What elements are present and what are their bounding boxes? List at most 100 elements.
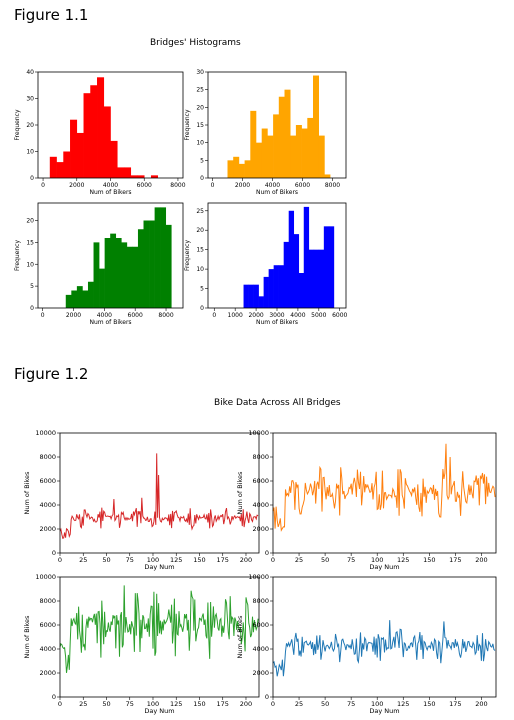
y-tick-label: 0: [200, 305, 204, 312]
y-tick-label: 6000: [39, 477, 56, 485]
x-tick-label: 2000: [66, 312, 81, 319]
y-tick-label: 5: [200, 286, 204, 293]
y-tick-label: 20: [196, 227, 204, 234]
x-tick-label: 200: [475, 556, 487, 564]
x-tick-label: 0: [271, 556, 275, 564]
histogram-bar: [248, 284, 254, 308]
chart-2: 0 2000 4000 6000 8000 0 5 10 15 20 25 30 Num of Bike…: [184, 69, 347, 196]
x-tick-label: 75: [126, 556, 134, 564]
histogram-bar: [137, 229, 144, 308]
y-tick-label: 20: [26, 122, 34, 129]
histogram-bar: [130, 175, 138, 178]
y-tick-label: 15: [196, 122, 204, 129]
chart-4: 0 1000 2000 3000 4000 5000 6000 0 5 10 15 20 25 Num o…: [184, 202, 348, 326]
axes-frame: [59, 576, 260, 698]
y-tick-label: 8000: [252, 453, 269, 461]
y-tick-label: 2000: [252, 525, 269, 533]
histogram-bar: [238, 163, 245, 178]
series-line: [272, 443, 496, 532]
histogram-bar: [318, 135, 325, 178]
histogram-bar: [110, 140, 118, 178]
chart-1: 0 2000 4000 6000 8000 0 10 20 30 40 Num of Bikers F…: [14, 69, 186, 196]
histogram-bar: [233, 156, 240, 178]
axes-frame: [37, 202, 184, 309]
histogram-bar: [149, 220, 155, 308]
y-tick-label: 2000: [39, 525, 56, 533]
histogram-bar: [126, 246, 133, 308]
x-tick-label: 0: [211, 182, 215, 189]
x-tick-label: 6000: [332, 312, 347, 319]
histogram-bar: [307, 117, 314, 178]
x-tick-label: 150: [193, 556, 205, 564]
histogram-bar: [121, 242, 128, 308]
y-tick-label: 0: [30, 305, 34, 312]
y-axis-label: Num of Bikes: [236, 615, 244, 659]
x-tick-label: 3000: [269, 312, 284, 319]
y-tick-label: 20: [196, 104, 204, 111]
y-tick-label: 0: [30, 175, 34, 182]
y-tick-label: 4000: [39, 645, 56, 653]
histogram-bar: [278, 265, 284, 308]
x-tick-label: 175: [217, 700, 229, 708]
x-tick-label: 0: [41, 182, 45, 189]
histogram-bar: [110, 233, 117, 308]
histogram-bar: [165, 224, 172, 308]
histogram-bar: [278, 96, 285, 178]
x-axis-label: Num of Bikers: [89, 189, 131, 196]
y-tick-label: 30: [196, 69, 204, 76]
histogram-bar: [56, 162, 64, 178]
y-axis-label: Frequency: [14, 109, 21, 140]
x-tick-label: 175: [449, 556, 461, 564]
y-tick-label: 10000: [35, 429, 56, 437]
x-tick-label: 125: [170, 700, 182, 708]
histogram-bar: [308, 249, 315, 308]
y-tick-label: 2000: [39, 669, 56, 677]
x-tick-label: 75: [126, 700, 134, 708]
y-tick-label: 6000: [252, 621, 269, 629]
x-tick-label: 175: [449, 700, 461, 708]
axes-frame: [272, 432, 497, 554]
x-axis-label: Num of Bikers: [256, 189, 298, 196]
x-tick-label: 0: [58, 700, 62, 708]
histogram-bar: [90, 85, 98, 178]
x-tick-label: 4000: [290, 312, 305, 319]
y-axis-label: Num of Bikes: [23, 615, 31, 659]
histogram-bar: [267, 135, 274, 178]
histogram-bar: [71, 290, 78, 308]
y-tick-label: 10: [196, 266, 204, 273]
histogram-bar: [93, 242, 100, 308]
series-line: [59, 585, 259, 673]
histogram-bar: [154, 207, 161, 308]
y-tick-label: 0: [200, 175, 204, 182]
x-tick-label: 125: [397, 556, 409, 564]
histogram-bar: [268, 269, 274, 308]
histogram-bar: [328, 226, 335, 308]
x-axis-label: Day Num: [144, 563, 174, 571]
x-tick-label: 4000: [97, 312, 112, 319]
x-tick-label: 200: [240, 700, 252, 708]
y-tick-label: 10000: [248, 429, 269, 437]
x-tick-label: 200: [475, 700, 487, 708]
y-axis-label: Frequency: [14, 240, 21, 271]
x-tick-label: 150: [193, 700, 205, 708]
figure-2-suptitle: Bike Data Across All Bridges: [214, 398, 341, 408]
y-axis-label: Num of Bikes: [236, 471, 244, 515]
x-axis-label: Day Num: [369, 707, 399, 715]
figure-1-suptitle: Bridges' Histograms: [150, 38, 241, 48]
histogram-bar: [143, 220, 150, 308]
chart-5: 0 25 50 75 100 125 150 175 200020004000600080001…: [23, 429, 260, 571]
y-tick-label: 25: [196, 87, 204, 94]
histogram-bar: [258, 296, 264, 308]
y-tick-label: 20: [26, 218, 34, 225]
x-tick-label: 75: [347, 700, 355, 708]
histogram-bar: [87, 281, 94, 308]
y-tick-label: 25: [196, 208, 204, 215]
histogram-bar: [301, 128, 308, 178]
y-tick-label: 8000: [39, 453, 56, 461]
histogram-bar: [261, 128, 268, 178]
y-axis-label: Num of Bikes: [23, 471, 31, 515]
histogram-bar: [288, 210, 295, 308]
x-tick-label: 100: [371, 700, 383, 708]
y-tick-label: 10: [26, 261, 34, 268]
